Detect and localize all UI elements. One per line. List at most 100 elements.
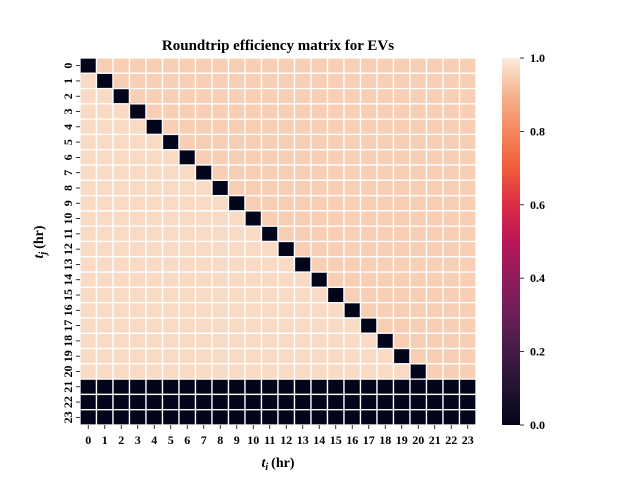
heatmap-cell-23-15 [326,409,345,426]
heatmap-cell-7-7 [194,164,213,181]
heatmap-cell-8-5 [161,179,180,197]
heatmap-cell-15-19 [392,286,411,304]
heatmap-cell-16-11 [260,302,279,319]
heatmap-cell-4-0 [79,118,98,136]
heatmap-cell-8-18 [376,179,395,197]
heatmap-cell-15-18 [376,286,395,304]
heatmap-cell-19-6 [178,347,197,365]
heatmap-cell-20-18 [376,363,395,380]
heatmap-cell-18-4 [145,332,164,350]
heatmap-cell-6-13 [293,149,312,166]
heatmap-cell-2-18 [376,87,395,105]
heatmap-cell-11-1 [95,225,114,243]
heatmap-cell-2-19 [392,87,411,105]
heatmap-cell-5-15 [326,133,345,151]
colorbar-tick-label: 1.0 [530,51,545,65]
heatmap-cell-12-0 [79,240,98,258]
heatmap-cell-7-16 [343,164,362,181]
heatmap-cell-4-16 [343,118,362,136]
heatmap-cell-2-21 [425,87,444,105]
heatmap-cell-7-8 [211,164,230,181]
heatmap-cell-0-23 [458,57,477,74]
heatmap-cell-20-3 [128,363,147,380]
heatmap-cell-13-4 [145,256,164,273]
heatmap-cell-14-17 [359,271,378,289]
heatmap-cell-5-3 [128,133,147,151]
x-tick-label: 2 [118,433,124,447]
heatmap-cell-6-16 [343,149,362,166]
heatmap-cell-19-23 [458,347,477,365]
heatmap-cells [79,57,477,426]
heatmap-cell-15-3 [128,286,147,304]
heatmap-cell-21-2 [112,378,131,396]
heatmap-cell-3-6 [178,103,197,120]
heatmap-cell-22-21 [425,393,444,411]
colorbar [502,58,520,425]
heatmap-cell-19-22 [442,347,461,365]
heatmap-cell-12-22 [442,240,461,258]
heatmap-cell-2-11 [260,87,279,105]
heatmap-cell-7-4 [145,164,164,181]
heatmap-cell-11-14 [310,225,329,243]
heatmap-cell-13-12 [277,256,296,273]
heatmap-cell-11-7 [194,225,213,243]
y-tick-label: 19 [61,350,75,362]
heatmap-cell-16-17 [359,302,378,319]
heatmap-cell-7-10 [244,164,263,181]
y-tick-label: 5 [61,139,75,145]
y-tick-label: 12 [61,243,75,255]
heatmap-cell-6-3 [128,149,147,166]
heatmap-cell-3-3 [128,103,147,120]
heatmap-cell-10-5 [161,210,180,227]
y-tick-label: 1 [61,78,75,84]
heatmap-cell-4-19 [392,118,411,136]
heatmap-cell-1-5 [161,72,180,90]
heatmap-cell-23-3 [128,409,147,426]
y-tick-label: 14 [61,274,75,286]
heatmap-cell-2-12 [277,87,296,105]
heatmap-cell-3-5 [161,103,180,120]
heatmap-cell-5-21 [425,133,444,151]
heatmap-cell-1-0 [79,72,98,90]
x-tick-label: 17 [363,433,375,447]
heatmap-cell-13-13 [293,256,312,273]
heatmap-cell-22-8 [211,393,230,411]
heatmap-cell-5-12 [277,133,296,151]
heatmap-cell-5-22 [442,133,461,151]
heatmap-cell-7-15 [326,164,345,181]
heatmap-cell-5-6 [178,133,197,151]
heatmap-cell-22-13 [293,393,312,411]
x-tick-label: 8 [217,433,223,447]
heatmap-cell-0-18 [376,57,395,74]
heatmap-cell-1-20 [409,72,428,90]
heatmap-cell-6-19 [392,149,411,166]
heatmap-cell-3-21 [425,103,444,120]
x-tick-label: 7 [201,433,207,447]
heatmap-cell-8-3 [128,179,147,197]
heatmap-cell-1-11 [260,72,279,90]
heatmap-cell-8-9 [227,179,246,197]
heatmap-cell-20-17 [359,363,378,380]
heatmap-cell-23-1 [95,409,114,426]
heatmap-cell-0-5 [161,57,180,74]
heatmap-cell-19-8 [211,347,230,365]
heatmap-cell-8-15 [326,179,345,197]
heatmap-cell-7-12 [277,164,296,181]
heatmap-cell-23-16 [343,409,362,426]
heatmap-cell-8-19 [392,179,411,197]
heatmap-cell-23-10 [244,409,263,426]
heatmap-cell-2-2 [112,87,131,105]
heatmap-cell-10-0 [79,210,98,227]
heatmap-cell-17-17 [359,317,378,334]
heatmap-cell-6-18 [376,149,395,166]
heatmap-cell-9-19 [392,194,411,212]
heatmap-cell-20-1 [95,363,114,380]
heatmap-cell-16-3 [128,302,147,319]
y-tick-label: 20 [61,365,75,377]
heatmap-cell-15-13 [293,286,312,304]
heatmap-cell-21-21 [425,378,444,396]
heatmap-cell-13-11 [260,256,279,273]
heatmap-cell-11-11 [260,225,279,243]
heatmap-cell-19-2 [112,347,131,365]
heatmap-cell-18-17 [359,332,378,350]
